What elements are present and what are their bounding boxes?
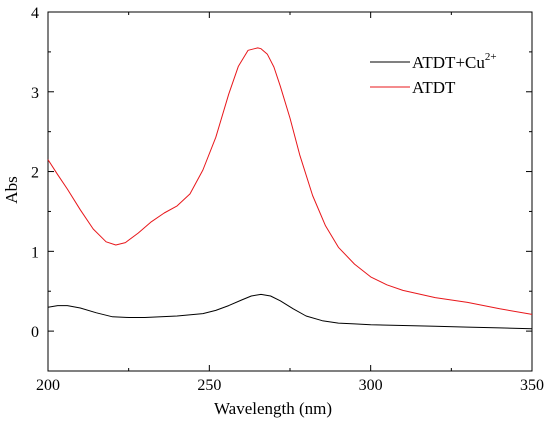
series-line-0 bbox=[47, 293, 533, 330]
legend: ATDT+Cu2+ ATDT bbox=[370, 51, 497, 97]
axis-ticks bbox=[47, 11, 533, 372]
y-tick-label-4: 4 bbox=[31, 5, 39, 22]
x-tick-label-2: 300 bbox=[359, 377, 383, 394]
tick-labels: 200 250 300 350 0 1 2 3 4 bbox=[31, 5, 544, 394]
curves bbox=[47, 47, 533, 330]
legend-label-atdt-cu-sup: 2+ bbox=[485, 51, 497, 63]
x-tick-label-3: 350 bbox=[520, 377, 544, 394]
series-line-1 bbox=[47, 47, 533, 315]
x-tick-label-1: 250 bbox=[197, 377, 221, 394]
y-tick-label-0: 0 bbox=[31, 324, 39, 341]
y-axis-title: Abs bbox=[2, 176, 21, 203]
y-tick-label-1: 1 bbox=[31, 244, 39, 261]
legend-label-atdt: ATDT bbox=[412, 78, 456, 97]
y-tick-label-3: 3 bbox=[31, 85, 39, 102]
y-tick-label-2: 2 bbox=[31, 165, 39, 182]
x-tick-label-0: 200 bbox=[36, 377, 60, 394]
legend-label-atdt-cu-main: ATDT+Cu bbox=[412, 53, 485, 72]
x-axis-title: Wavelength (nm) bbox=[214, 399, 332, 418]
legend-label-atdt-cu: ATDT+Cu2+ bbox=[412, 51, 497, 72]
